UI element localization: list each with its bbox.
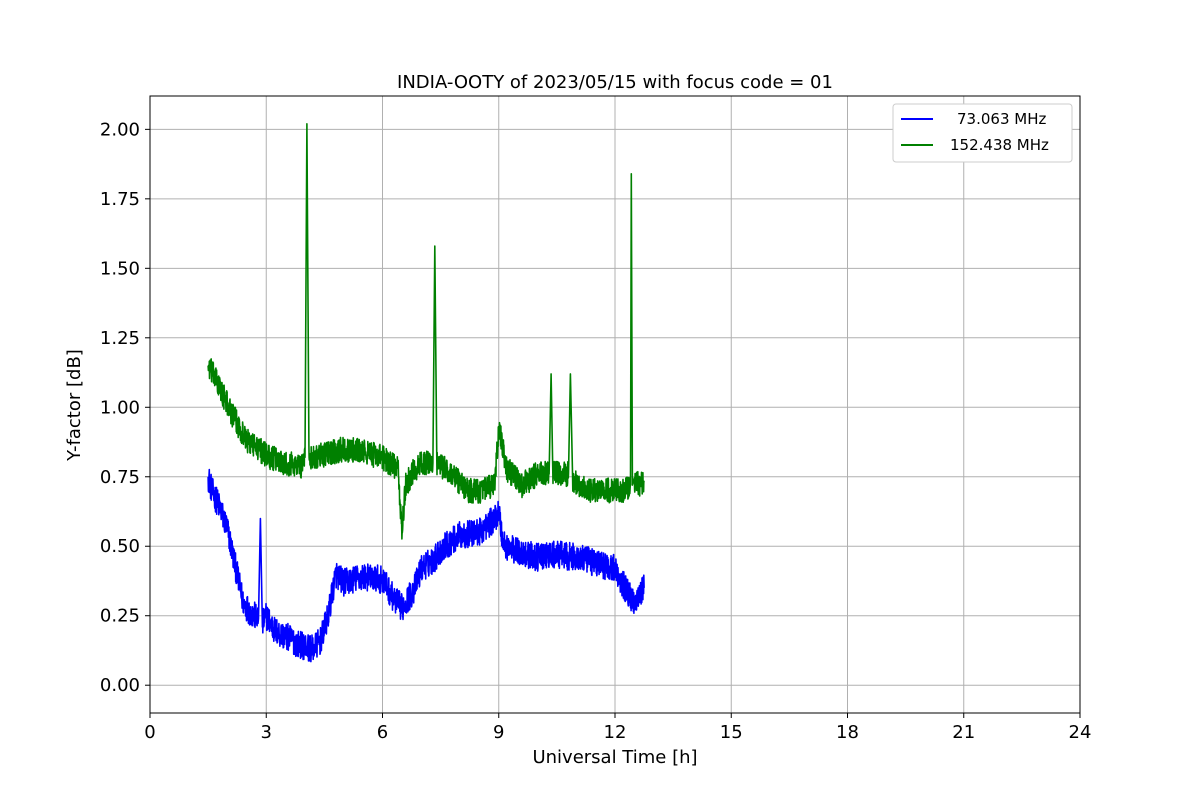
- y-tick-label: 0.75: [100, 467, 140, 488]
- y-tick-label: 0.50: [100, 536, 140, 557]
- series-line-1: [207, 123, 645, 540]
- legend: 73.063 MHz 152.438 MHz: [892, 103, 1073, 163]
- y-tick-label: 0.00: [100, 675, 140, 696]
- series-layer: [207, 123, 645, 663]
- legend-box: [892, 103, 1073, 163]
- y-tick-label: 1.00: [100, 397, 140, 418]
- x-tick-label: 3: [261, 722, 272, 743]
- x-tick-label: 9: [493, 722, 504, 743]
- y-tick-label: 0.25: [100, 606, 140, 627]
- legend-label-1: 152.438 MHz: [950, 136, 1049, 154]
- legend-label-0: 73.063 MHz: [957, 110, 1046, 128]
- x-tick-label: 18: [836, 722, 859, 743]
- chart-title: INDIA-OOTY of 2023/05/15 with focus code…: [397, 72, 833, 93]
- y-tick-label: 2.00: [100, 119, 140, 140]
- ticks: 0 3 6 9 12 15 18 21 24 0.00 0.25 0.50 0.75 1.00 1.25 1.…: [100, 119, 1092, 743]
- x-tick-label: 15: [720, 722, 743, 743]
- series-line-0: [207, 468, 645, 663]
- x-axis-label: Universal Time [h]: [532, 747, 697, 768]
- x-tick-label: 24: [1069, 722, 1092, 743]
- x-tick-label: 12: [604, 722, 627, 743]
- x-tick-label: 0: [144, 722, 155, 743]
- y-tick-label: 1.50: [100, 258, 140, 279]
- y-tick-label: 1.25: [100, 328, 140, 349]
- x-tick-label: 21: [952, 722, 975, 743]
- y-axis-label: Y-factor [dB]: [64, 349, 85, 462]
- y-tick-label: 1.75: [100, 189, 140, 210]
- x-tick-label: 6: [377, 722, 388, 743]
